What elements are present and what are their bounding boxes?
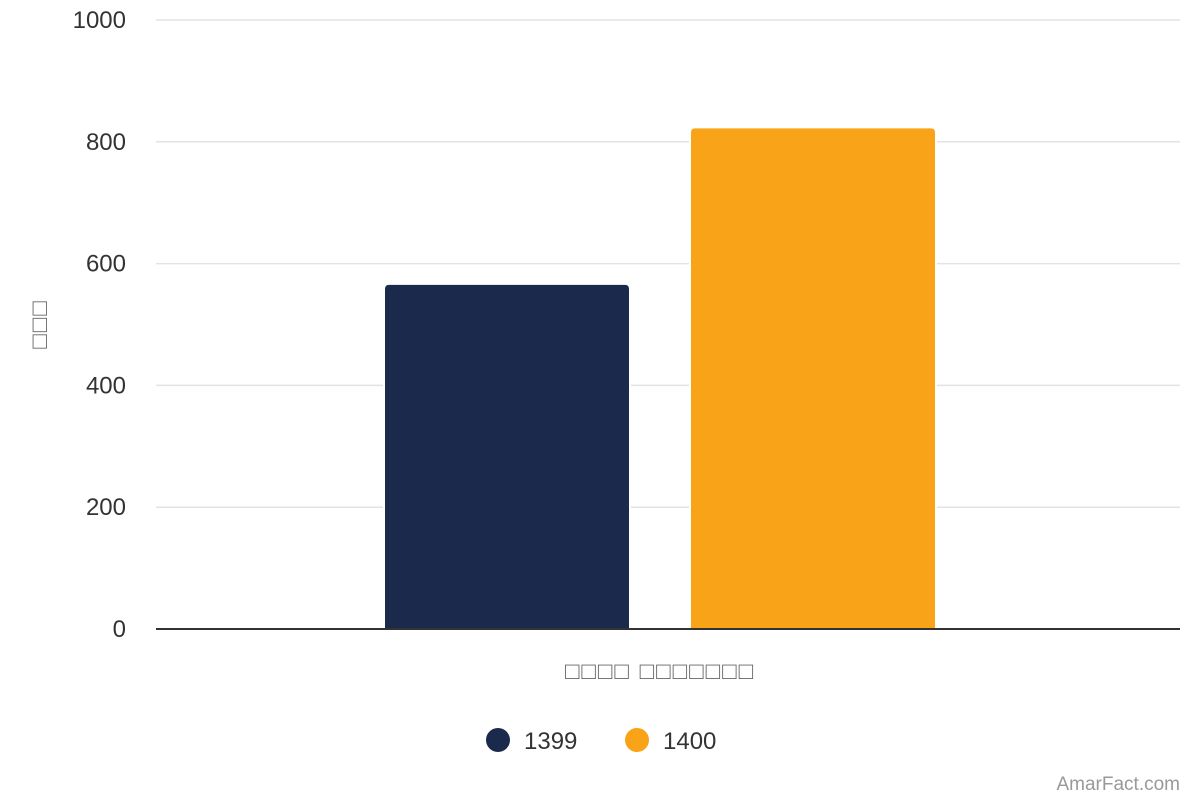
bar-edge-left xyxy=(689,128,691,630)
bar-edge-right xyxy=(935,128,937,630)
y-axis-ticks: 0 200 400 600 800 1000 xyxy=(73,7,126,643)
y-tick-label: 800 xyxy=(86,129,126,156)
legend-label-1400: 1400 xyxy=(663,728,716,755)
y-tick-label: 0 xyxy=(113,616,126,643)
legend: 1399 1400 xyxy=(486,728,716,755)
y-tick-label: 200 xyxy=(86,494,126,521)
bar-edge-left xyxy=(383,284,385,629)
y-axis-title: □□□ xyxy=(26,299,53,349)
bars xyxy=(383,128,937,630)
gridlines xyxy=(156,19,1180,508)
y-tick-label: 1000 xyxy=(73,7,126,34)
bar-edge-right xyxy=(629,284,631,629)
watermark-text: AmarFact.com xyxy=(1056,774,1180,795)
bar-1399 xyxy=(385,284,629,629)
legend-swatch-1399 xyxy=(486,728,510,752)
bar-1400 xyxy=(691,128,935,630)
y-tick-label: 400 xyxy=(86,372,126,399)
legend-swatch-1400 xyxy=(625,728,649,752)
x-axis-title: □□□□ □□□□□□□ xyxy=(565,658,755,685)
y-tick-label: 600 xyxy=(86,251,126,278)
legend-label-1399: 1399 xyxy=(524,728,577,755)
